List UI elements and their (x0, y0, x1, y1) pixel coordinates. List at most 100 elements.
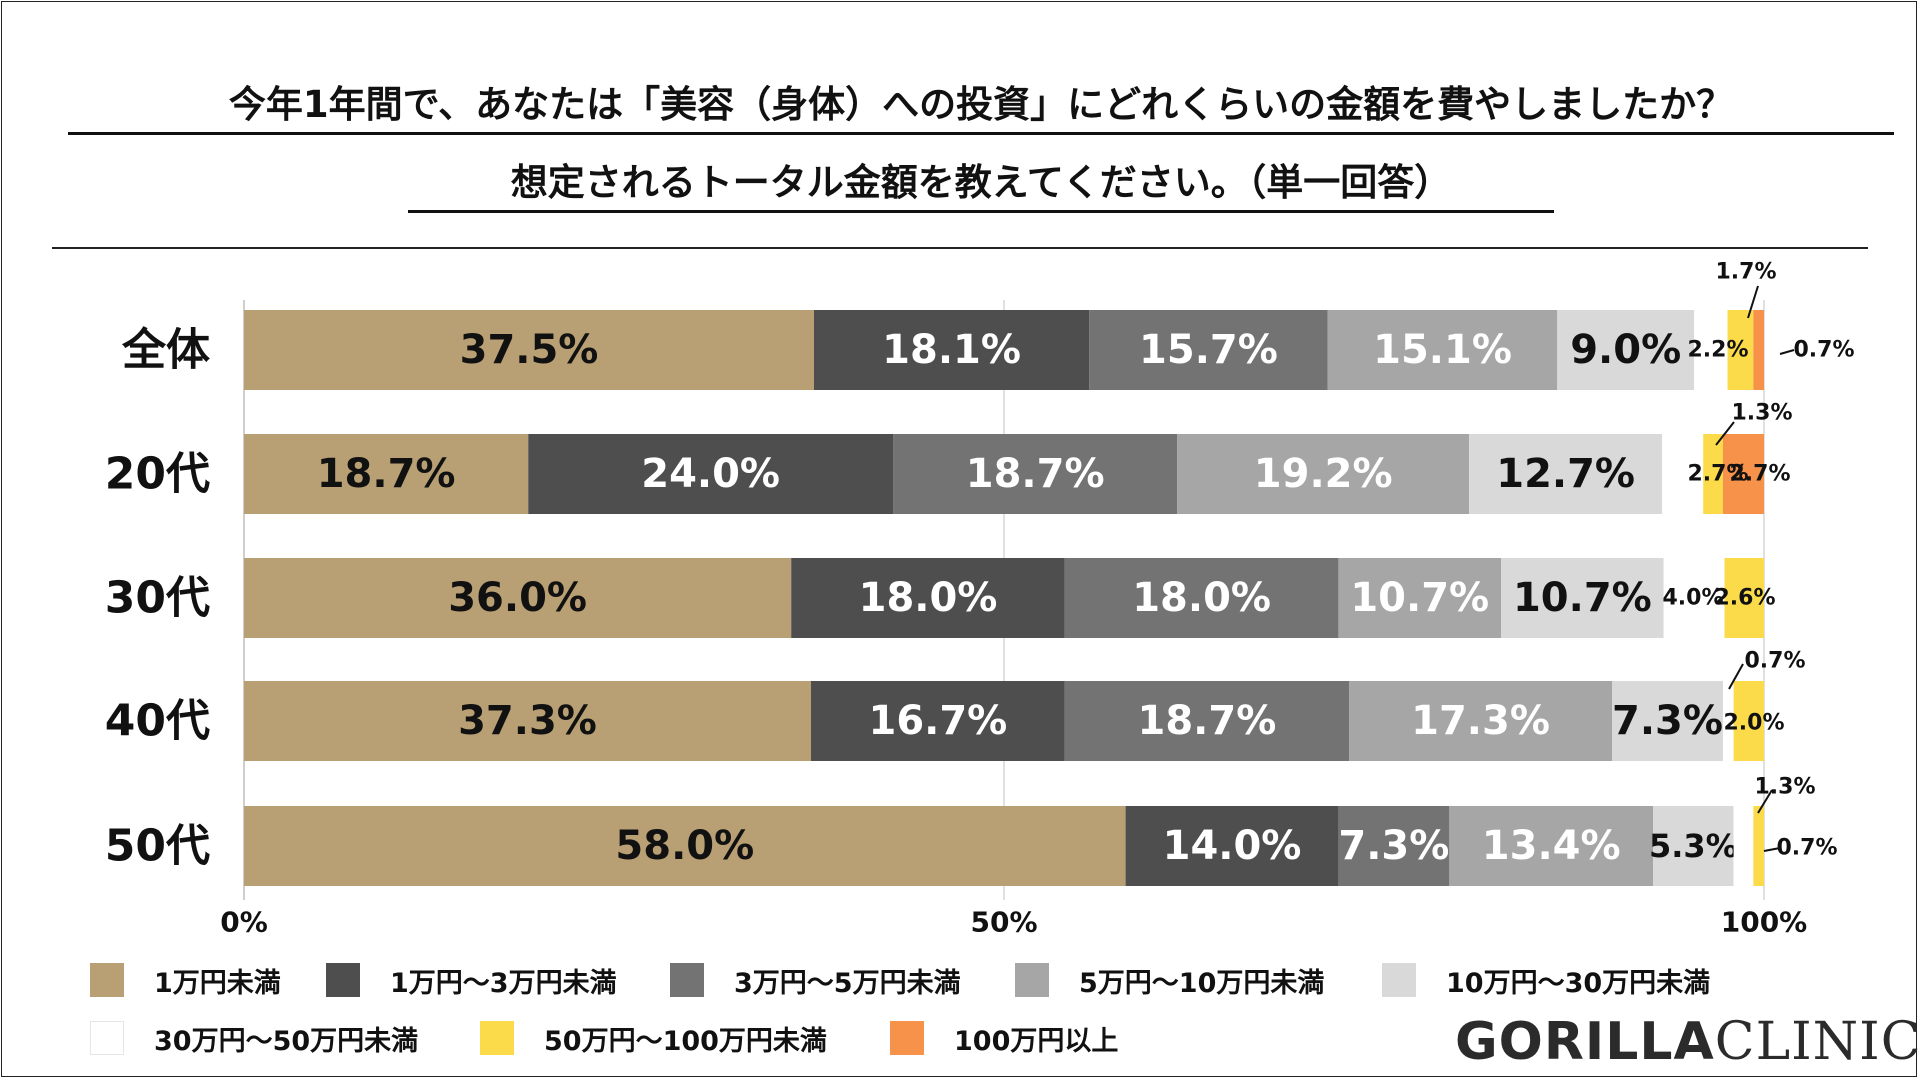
chart-title-line-1: 今年1年間で、あなたは「美容（身体）への投資」にどれくらいの金額を費やしましたか… (68, 82, 1894, 135)
legend-swatch (1382, 963, 1416, 997)
bar-segment (244, 806, 1126, 886)
category-label: 20代 (105, 449, 210, 500)
data-label: 13.4% (1482, 823, 1621, 869)
legend-swatch (480, 1021, 514, 1055)
bar-segment (1733, 681, 1764, 761)
bar-segment (1753, 806, 1764, 886)
legend-item: 100万円以上 (890, 1021, 1119, 1057)
data-label: 12.7% (1496, 451, 1635, 497)
bar-segment (1064, 558, 1339, 638)
bar-segment (893, 434, 1178, 514)
data-label: 14.0% (1163, 823, 1302, 869)
legend-item: 1万円未満 (90, 963, 281, 999)
bar-segment (244, 310, 814, 390)
data-label-small: 2.6% (1714, 586, 1775, 611)
data-label: 9.0% (1570, 327, 1681, 373)
legend-item: 5万円〜10万円未満 (1015, 963, 1325, 999)
data-label-small: 0.7% (1744, 649, 1805, 674)
title-divider (52, 247, 1868, 249)
category-label: 全体 (121, 325, 210, 376)
data-label: 18.7% (317, 451, 456, 497)
bar-segment (1501, 558, 1664, 638)
stacked-bar-chart: 0% 50% 100% 全体 20代 30代 40代 50代 37.5% 18.1% 15.7% 15… (105, 260, 1855, 939)
bar-segment (244, 681, 811, 761)
x-tick-label: 100% (1721, 906, 1808, 939)
brand-logo-light: CLINIC (1714, 1012, 1920, 1072)
legend-swatch (670, 963, 704, 997)
data-label: 18.0% (859, 575, 998, 621)
data-label: 19.2% (1254, 451, 1393, 497)
data-label: 37.5% (460, 327, 599, 373)
bar-segment (244, 434, 529, 514)
data-label-small: 2.2% (1687, 338, 1748, 363)
legend-label: 1万円〜3万円未満 (390, 967, 617, 999)
bar-segment (1753, 310, 1764, 390)
bar-segment (814, 310, 1090, 390)
category-label: 50代 (105, 821, 210, 872)
legend-item: 50万円〜100万円未満 (480, 1021, 827, 1057)
leader-line (1715, 421, 1735, 446)
leader-line (1728, 663, 1744, 690)
brand-logo: GORILLACLINIC (1455, 1012, 1920, 1072)
data-label: 18.0% (1132, 575, 1271, 621)
data-label-small: 2.7% (1687, 462, 1748, 487)
legend-label: 30万円〜50万円未満 (154, 1025, 419, 1057)
bar-segment (1612, 681, 1723, 761)
legend-label: 100万円以上 (954, 1025, 1119, 1057)
data-label: 18.7% (1138, 698, 1277, 744)
bar-segment (1703, 434, 1723, 514)
x-tick-label: 0% (220, 906, 268, 939)
legend-label: 50万円〜100万円未満 (544, 1025, 827, 1057)
bar-segment (810, 681, 1065, 761)
leader-line (1779, 349, 1795, 355)
bar-segment (1724, 558, 1764, 638)
x-tick-label: 50% (970, 906, 1037, 939)
data-label: 10.7% (1513, 575, 1652, 621)
data-label-small: 1.3% (1731, 401, 1792, 426)
legend-swatch (890, 1021, 924, 1055)
bar-segment (1722, 681, 1734, 761)
legend-label: 5万円〜10万円未満 (1079, 967, 1325, 999)
data-label: 18.1% (882, 327, 1021, 373)
legend-label: 10万円〜30万円未満 (1446, 967, 1711, 999)
data-label: 18.7% (966, 451, 1105, 497)
bar-segment (1663, 558, 1725, 638)
leader-line (1747, 285, 1759, 319)
legend-swatch (1015, 963, 1049, 997)
legend-swatch (326, 963, 360, 997)
bar-segment (1662, 434, 1704, 514)
data-label-small: 4.0% (1662, 586, 1723, 611)
data-label-small: 1.7% (1715, 260, 1776, 285)
bar-segment (1125, 806, 1339, 886)
chart-title-line-2: 想定されるトータル金額を教えてください。（単一回答） (408, 160, 1554, 213)
bar-segment (1089, 310, 1328, 390)
data-label-small: 2.7% (1729, 462, 1790, 487)
bar-segment (1727, 310, 1754, 390)
bar-segment (791, 558, 1065, 638)
bar-segment (244, 558, 792, 638)
leader-line (1757, 789, 1773, 814)
bar-segment (1338, 558, 1502, 638)
bar-segment (1653, 806, 1734, 886)
category-label: 30代 (105, 573, 210, 624)
bar-segment (1327, 310, 1558, 390)
legend-item: 10万円〜30万円未満 (1382, 963, 1711, 999)
leader-line (1763, 847, 1781, 852)
bar-segment (1064, 681, 1350, 761)
bar-segment (1177, 434, 1470, 514)
bar-segment (1349, 681, 1612, 761)
bar-segment (1557, 310, 1695, 390)
bar-segment (528, 434, 894, 514)
data-label: 16.7% (868, 698, 1007, 744)
data-label: 7.3% (1338, 823, 1449, 869)
data-label-small: 0.7% (1776, 836, 1837, 861)
data-label: 24.0% (641, 451, 780, 497)
bar-segment (1733, 806, 1754, 886)
data-label: 15.1% (1373, 327, 1512, 373)
legend-swatch (90, 963, 124, 997)
bar-segment (1449, 806, 1654, 886)
brand-logo-bold: GORILLA (1455, 1012, 1715, 1072)
legend-item: 30万円〜50万円未満 (90, 1021, 419, 1057)
bar-segment (1722, 434, 1764, 514)
